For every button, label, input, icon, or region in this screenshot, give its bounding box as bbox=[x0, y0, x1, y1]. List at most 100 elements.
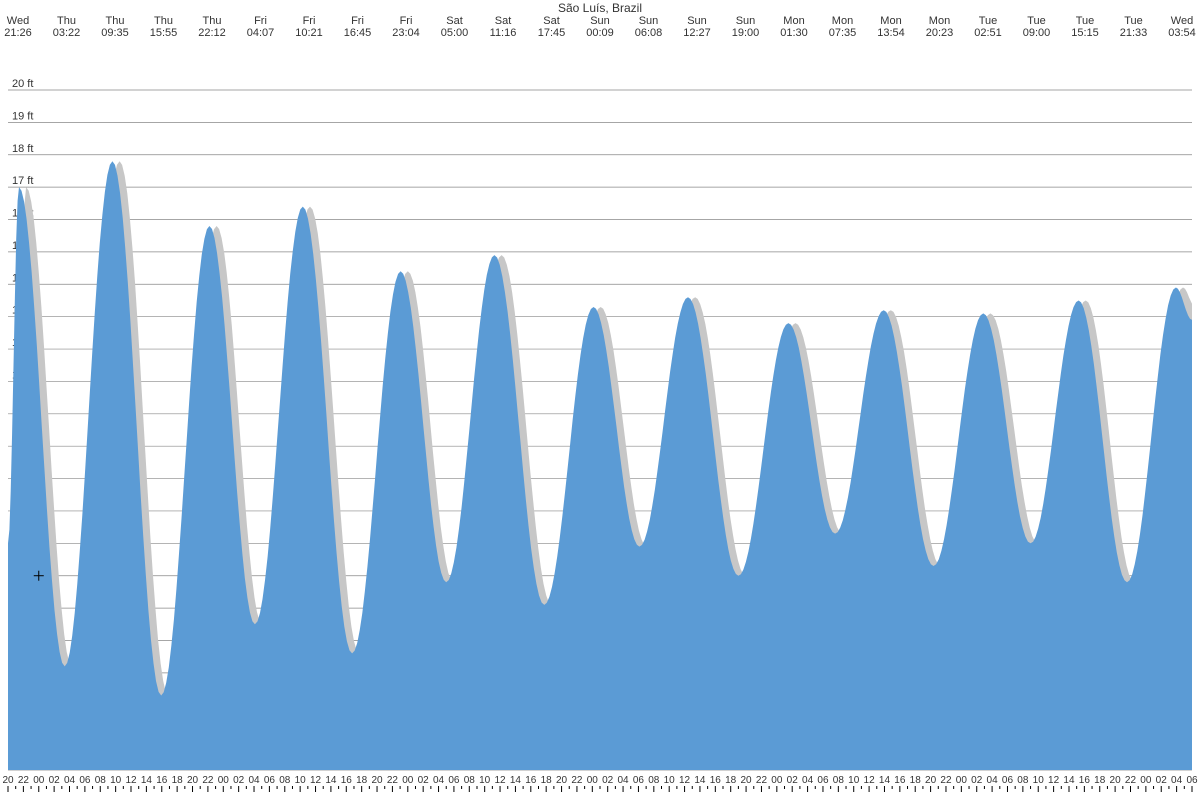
x-axis-label: 20 bbox=[556, 775, 568, 786]
x-axis-label: 08 bbox=[464, 775, 476, 786]
x-axis-label: 18 bbox=[356, 775, 368, 786]
header-time: 22:12 bbox=[198, 27, 226, 39]
x-axis-label: 22 bbox=[940, 775, 952, 786]
x-axis-label: 18 bbox=[172, 775, 184, 786]
header-day: Fri bbox=[351, 15, 364, 27]
x-axis-label: 10 bbox=[1033, 775, 1045, 786]
x-axis-label: 04 bbox=[618, 775, 630, 786]
header-day: Sat bbox=[446, 15, 463, 27]
y-axis-label: 18 ft bbox=[12, 143, 33, 155]
x-axis-label: 00 bbox=[402, 775, 414, 786]
header-time: 21:33 bbox=[1120, 27, 1148, 39]
x-axis-label: 00 bbox=[587, 775, 599, 786]
header-time: 09:00 bbox=[1023, 27, 1051, 39]
header-time: 13:54 bbox=[877, 27, 905, 39]
header-time: 07:35 bbox=[829, 27, 857, 39]
header-time: 09:35 bbox=[101, 27, 129, 39]
x-axis-label: 00 bbox=[1140, 775, 1152, 786]
x-axis-label: 22 bbox=[18, 775, 30, 786]
header-time: 06:08 bbox=[635, 27, 663, 39]
x-axis-label: 00 bbox=[218, 775, 230, 786]
header-day: Tue bbox=[1124, 15, 1143, 27]
x-axis-label: 04 bbox=[433, 775, 445, 786]
x-axis-label: 10 bbox=[479, 775, 491, 786]
header-time: 03:22 bbox=[53, 27, 81, 39]
x-axis-label: 06 bbox=[1002, 775, 1014, 786]
header-day: Thu bbox=[57, 15, 76, 27]
x-axis-label: 02 bbox=[971, 775, 983, 786]
x-axis-label: 12 bbox=[679, 775, 691, 786]
header-day: Sun bbox=[639, 15, 659, 27]
x-axis-label: 00 bbox=[33, 775, 45, 786]
header-day: Thu bbox=[106, 15, 125, 27]
x-axis-label: 04 bbox=[64, 775, 76, 786]
header-time: 01:30 bbox=[780, 27, 808, 39]
x-axis-label: 08 bbox=[1017, 775, 1029, 786]
header-day: Fri bbox=[303, 15, 316, 27]
x-axis-label: 18 bbox=[541, 775, 553, 786]
header-day: Mon bbox=[783, 15, 804, 27]
header-time: 23:04 bbox=[392, 27, 420, 39]
x-axis-label: 20 bbox=[925, 775, 937, 786]
header-time: 21:26 bbox=[4, 27, 32, 39]
header-day: Sun bbox=[736, 15, 756, 27]
x-axis-label: 12 bbox=[494, 775, 506, 786]
x-axis-label: 08 bbox=[833, 775, 845, 786]
header-time: 15:55 bbox=[150, 27, 178, 39]
x-axis-label: 08 bbox=[648, 775, 660, 786]
x-axis-label: 02 bbox=[1156, 775, 1168, 786]
header-time: 11:16 bbox=[490, 27, 517, 39]
header-time: 17:45 bbox=[538, 27, 566, 39]
x-axis-label: 08 bbox=[95, 775, 107, 786]
x-axis-label: 12 bbox=[864, 775, 876, 786]
header-time: 04:07 bbox=[247, 27, 275, 39]
x-axis-label: 14 bbox=[694, 775, 706, 786]
x-axis-label: 16 bbox=[1079, 775, 1091, 786]
x-axis-label: 06 bbox=[633, 775, 645, 786]
x-axis-label: 12 bbox=[310, 775, 322, 786]
x-axis-label: 16 bbox=[894, 775, 906, 786]
header-day: Thu bbox=[203, 15, 222, 27]
header-time: 00:09 bbox=[586, 27, 614, 39]
x-axis-label: 10 bbox=[848, 775, 860, 786]
header-time: 12:27 bbox=[683, 27, 711, 39]
header-day: Wed bbox=[1171, 15, 1193, 27]
header-day: Mon bbox=[929, 15, 950, 27]
header-day: Fri bbox=[254, 15, 267, 27]
header-day: Tue bbox=[979, 15, 998, 27]
x-axis-label: 20 bbox=[1110, 775, 1122, 786]
header-day: Tue bbox=[1076, 15, 1095, 27]
x-axis-label: 04 bbox=[1171, 775, 1183, 786]
x-axis-label: 16 bbox=[525, 775, 537, 786]
x-axis-label: 10 bbox=[295, 775, 307, 786]
x-axis-label: 12 bbox=[1048, 775, 1060, 786]
header-time: 02:51 bbox=[974, 27, 1002, 39]
x-axis-label: 16 bbox=[341, 775, 353, 786]
x-axis-label: 02 bbox=[233, 775, 245, 786]
x-axis-label: 02 bbox=[602, 775, 614, 786]
x-axis-label: 02 bbox=[49, 775, 61, 786]
header-time: 03:54 bbox=[1168, 27, 1196, 39]
x-axis-label: 12 bbox=[125, 775, 137, 786]
header-day: Wed bbox=[7, 15, 29, 27]
x-axis-label: 04 bbox=[802, 775, 814, 786]
x-axis-label: 14 bbox=[325, 775, 337, 786]
x-axis-label: 20 bbox=[371, 775, 383, 786]
header-day: Sat bbox=[543, 15, 560, 27]
x-axis-label: 02 bbox=[418, 775, 430, 786]
y-axis-label: 20 ft bbox=[12, 78, 33, 90]
x-axis-label: 20 bbox=[2, 775, 14, 786]
y-axis-label: 19 ft bbox=[12, 110, 33, 122]
x-axis-label: 00 bbox=[956, 775, 968, 786]
header-time: 05:00 bbox=[441, 27, 469, 39]
header-day: Thu bbox=[154, 15, 173, 27]
x-axis-label: 14 bbox=[510, 775, 522, 786]
header-time: 10:21 bbox=[295, 27, 323, 39]
x-axis-label: 14 bbox=[141, 775, 153, 786]
x-axis-label: 14 bbox=[1063, 775, 1075, 786]
header-day: Sat bbox=[495, 15, 512, 27]
y-axis-label: 17 ft bbox=[12, 175, 33, 187]
x-axis-label: 18 bbox=[1094, 775, 1106, 786]
x-axis-label: 14 bbox=[879, 775, 891, 786]
x-axis-label: 04 bbox=[987, 775, 999, 786]
